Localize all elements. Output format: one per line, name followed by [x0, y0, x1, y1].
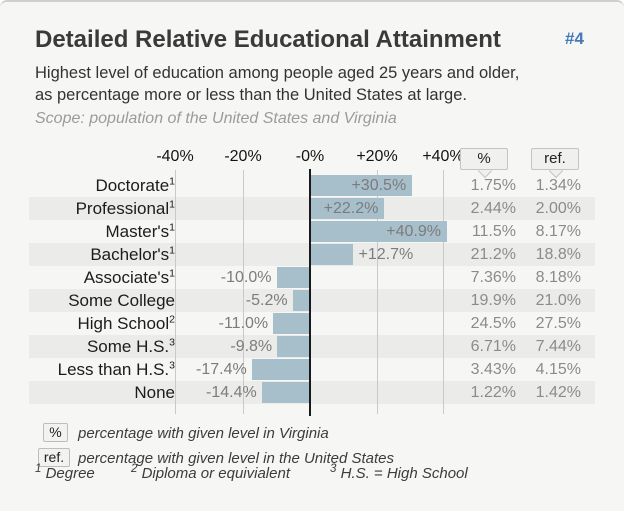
bar-value-label: -5.2% — [245, 292, 288, 309]
gridline — [175, 170, 176, 414]
table-row: Master's1 11.5% 8.17% — [29, 220, 595, 243]
pct-value: 1.22% — [470, 384, 516, 401]
bar-some-hs — [277, 336, 310, 357]
subtitle-line-1: Highest level of education among people … — [35, 64, 520, 82]
subtitle-line-2: as percentage more or less than the Unit… — [35, 86, 467, 104]
scope-note: Scope: population of the United States a… — [35, 110, 397, 127]
row-label: Some H.S.3 — [86, 336, 175, 356]
bar-value-label: +22.2% — [323, 200, 379, 217]
bar-value-label: -9.8% — [230, 338, 273, 355]
ref-value: 2.00% — [535, 200, 581, 217]
table-row: Some College 19.9% 21.0% — [29, 289, 595, 312]
axis-tick-+40: +40% — [422, 148, 464, 165]
pct-value: 3.43% — [470, 361, 516, 378]
row-label: High School2 — [77, 313, 175, 333]
gridline — [377, 170, 378, 414]
pct-value: 7.36% — [470, 269, 516, 286]
ref-value: 18.8% — [535, 246, 581, 263]
legend-ref-key: ref. — [38, 448, 70, 467]
row-label: Associate's1 — [83, 267, 175, 287]
pct-column-header: % — [460, 148, 508, 170]
row-label: None — [134, 383, 175, 402]
bar-value-label: -14.4% — [206, 384, 257, 401]
bar-some-college — [292, 290, 310, 311]
bar-less-than-hs — [251, 359, 310, 380]
table-row: High School2 24.5% 27.5% — [29, 312, 595, 335]
ref-column-header: ref. — [531, 148, 579, 170]
ref-value: 21.0% — [535, 292, 581, 309]
bar-value-label: +30.5% — [351, 177, 407, 194]
bar-value-label: -11.0% — [218, 315, 269, 332]
table-row: Some H.S.3 6.71% 7.44% — [29, 335, 595, 358]
pct-value: 21.2% — [470, 246, 516, 263]
bar-high-school — [273, 313, 310, 334]
pct-value: 1.75% — [470, 177, 516, 194]
row-label: Less than H.S.3 — [57, 359, 175, 379]
gridline — [443, 170, 444, 414]
axis-tick-0: -0% — [295, 148, 325, 165]
bar-professional — [310, 198, 385, 219]
pct-value: 19.9% — [470, 292, 516, 309]
row-label: Some College — [68, 291, 175, 310]
pct-value: 6.71% — [470, 338, 516, 355]
legend-pct-key: % — [43, 423, 68, 442]
bar-masters — [310, 221, 447, 242]
ref-value: 1.42% — [535, 384, 581, 401]
axis-tick--40: -40% — [156, 148, 194, 165]
page-title: Detailed Relative Educational Attainment — [35, 26, 501, 53]
ref-value: 8.17% — [535, 223, 581, 240]
legend-pct-text: percentage with given level in Virginia — [78, 425, 329, 442]
axis-tick--20: -20% — [224, 148, 262, 165]
bar-bachelors — [310, 244, 353, 265]
row-label: Bachelor's1 — [90, 244, 175, 264]
table-row: Less than H.S.3 3.43% 4.15% — [29, 358, 595, 381]
ref-value: 7.44% — [535, 338, 581, 355]
bar-value-label: +40.9% — [386, 223, 441, 240]
row-label: Professional1 — [75, 198, 175, 218]
row-label: Master's1 — [105, 221, 175, 241]
bar-associates — [276, 267, 310, 288]
bar-value-label: -10.0% — [220, 269, 272, 286]
bar-doctorate — [310, 175, 413, 196]
axis-tick-+20: +20% — [356, 148, 398, 165]
zero-axis-line — [309, 169, 311, 416]
bar-value-label: +12.7% — [358, 246, 414, 263]
footnote-3: 3 H.S. = High School — [330, 463, 468, 482]
ref-value: 8.18% — [535, 269, 581, 286]
ref-value: 1.34% — [535, 177, 581, 194]
bar-none — [261, 382, 310, 403]
pct-value: 2.44% — [470, 200, 516, 217]
bar-value-label: -17.4% — [196, 361, 247, 378]
gridline — [243, 170, 244, 414]
table-row: None 1.22% 1.42% — [29, 381, 595, 404]
pct-value: 11.5% — [471, 223, 516, 240]
ref-value: 4.15% — [535, 361, 581, 378]
table-row: Associate's1 7.36% 8.18% — [29, 266, 595, 289]
footnote-1: 1 Degree — [35, 463, 95, 482]
footnote-2: 2 Diploma or equivialent — [131, 463, 290, 482]
ref-value: 27.5% — [535, 315, 581, 332]
pct-value: 24.5% — [470, 315, 516, 332]
legend-ref-text: percentage with given level in the Unite… — [78, 450, 395, 467]
row-label: Doctorate1 — [95, 175, 175, 195]
table-row: Doctorate1 1.75% 1.34% — [29, 174, 595, 197]
chart-number-link[interactable]: #4 — [565, 29, 584, 48]
